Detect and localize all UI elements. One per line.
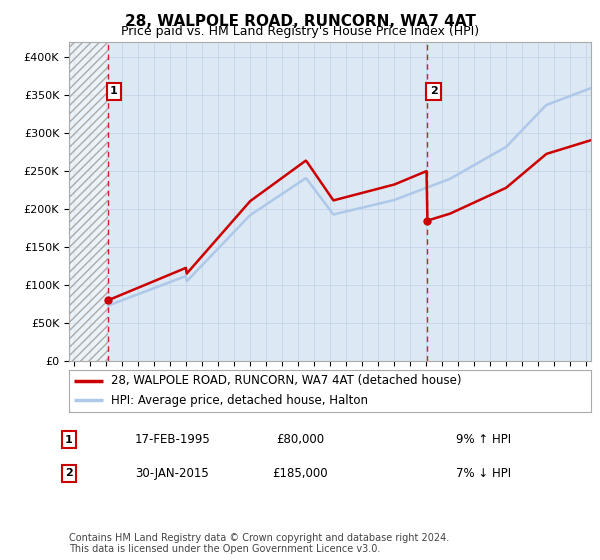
Bar (66, 42, 108, 361)
Text: 28, WALPOLE ROAD, RUNCORN, WA7 4AT (detached house): 28, WALPOLE ROAD, RUNCORN, WA7 4AT (deta… (111, 375, 461, 388)
Text: 2: 2 (430, 86, 437, 96)
Text: £185,000: £185,000 (272, 466, 328, 480)
Text: HPI: Average price, detached house, Halton: HPI: Average price, detached house, Halt… (111, 394, 368, 407)
Text: Contains HM Land Registry data © Crown copyright and database right 2024.
This d: Contains HM Land Registry data © Crown c… (69, 533, 449, 554)
Bar (66, 42, 108, 361)
Text: 2: 2 (65, 468, 73, 478)
Text: 28, WALPOLE ROAD, RUNCORN, WA7 4AT: 28, WALPOLE ROAD, RUNCORN, WA7 4AT (125, 14, 475, 29)
Text: 30-JAN-2015: 30-JAN-2015 (135, 466, 209, 480)
Text: 1: 1 (65, 435, 73, 445)
Text: 17-FEB-1995: 17-FEB-1995 (135, 433, 211, 446)
Text: 7% ↓ HPI: 7% ↓ HPI (456, 466, 511, 480)
Text: £80,000: £80,000 (276, 433, 324, 446)
Text: Price paid vs. HM Land Registry's House Price Index (HPI): Price paid vs. HM Land Registry's House … (121, 25, 479, 38)
Text: 9% ↑ HPI: 9% ↑ HPI (456, 433, 511, 446)
Text: 1: 1 (110, 86, 118, 96)
